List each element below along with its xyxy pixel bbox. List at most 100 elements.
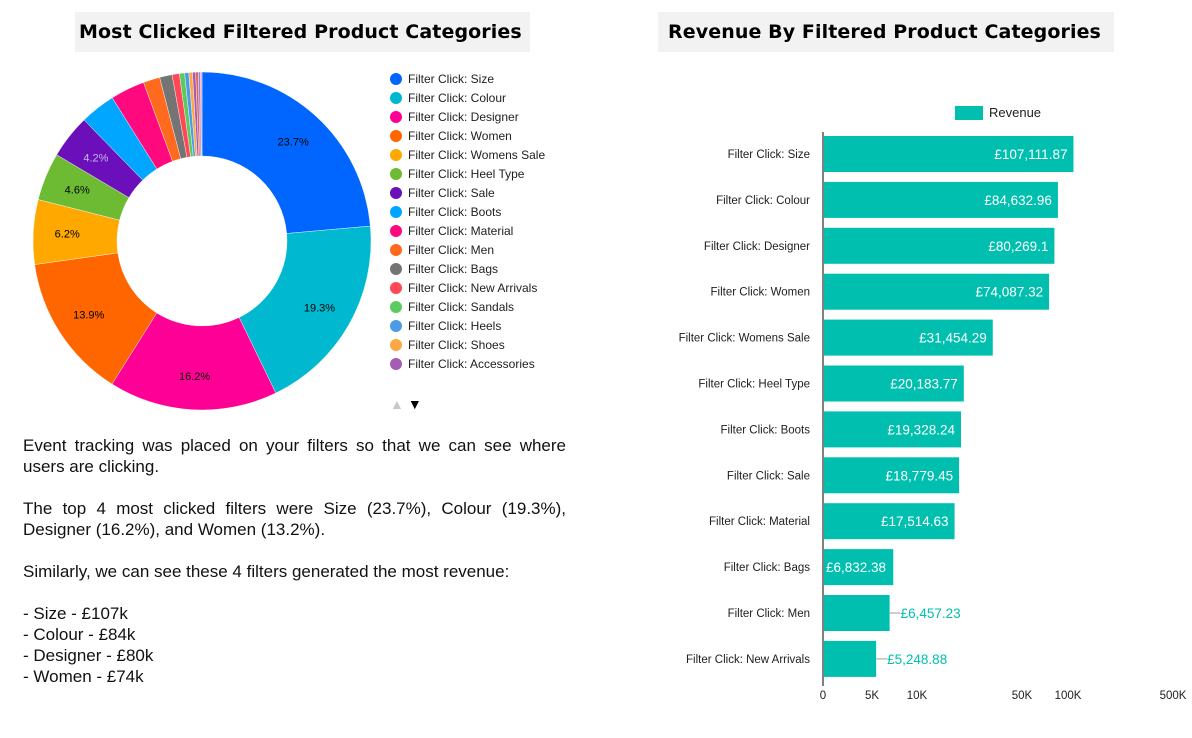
category-label: Filter Click: Womens Sale <box>679 333 810 345</box>
bar[interactable] <box>824 457 960 494</box>
legend-item[interactable]: Filter Click: Heel Type <box>390 164 545 183</box>
legend-item[interactable]: Filter Click: Bags <box>390 259 545 278</box>
insight-paragraph-1: Event tracking was placed on your filter… <box>23 436 566 476</box>
legend-item[interactable]: Filter Click: Designer <box>390 107 545 126</box>
pie-slice-label: 13.9% <box>73 309 104 321</box>
pie-slice-label: 6.2% <box>55 229 80 241</box>
legend-item[interactable]: Filter Click: Material <box>390 221 545 240</box>
category-label: Filter Click: Boots <box>721 424 811 436</box>
legend-dot-icon <box>390 319 402 332</box>
legend-dot-icon <box>390 243 402 256</box>
legend-item[interactable]: Filter Click: Sale <box>390 183 545 202</box>
legend-label: Filter Click: Bags <box>408 261 499 276</box>
category-label: Filter Click: Material <box>709 516 810 528</box>
legend-dot-icon <box>390 262 402 275</box>
bar-value-label: £17,514.63 <box>881 514 949 529</box>
category-label: Filter Click: Colour <box>716 195 810 207</box>
legend-dot-icon <box>390 205 402 218</box>
pie-legend: Filter Click: Size Filter Click: Colour Fi… <box>390 69 545 373</box>
legend-dot-icon <box>390 129 402 142</box>
pie-slice[interactable] <box>200 71 203 157</box>
legend-page-up-icon[interactable]: ▲ <box>390 396 404 412</box>
legend-item[interactable]: Filter Click: Sandals <box>390 297 545 316</box>
bar[interactable] <box>824 136 1074 172</box>
category-label: Filter Click: Women <box>711 287 810 299</box>
legend-item[interactable]: Filter Click: Men <box>390 240 545 259</box>
bar-value-label: £19,328.24 <box>887 422 955 437</box>
bar[interactable] <box>824 640 877 677</box>
pie-chart-title-text: Most Clicked Filtered Product Categories <box>79 21 522 43</box>
bar[interactable] <box>824 181 1058 218</box>
legend-item[interactable]: Filter Click: Accessories <box>390 354 545 373</box>
insight-paragraph-3: Similarly, we can see these 4 filters ge… <box>23 562 510 581</box>
category-label: Filter Click: Heel Type <box>698 379 810 391</box>
bar-value-label: £74,087.32 <box>976 285 1044 300</box>
legend-dot-icon <box>390 357 402 370</box>
revenue-list-item: - Colour - £84k <box>23 625 136 644</box>
legend-dot-icon <box>390 186 402 199</box>
bar-legend: Revenue <box>955 105 1041 120</box>
x-tick-label: 500K <box>1160 690 1187 702</box>
legend-item[interactable]: Filter Click: New Arrivals <box>390 278 545 297</box>
legend-label: Filter Click: New Arrivals <box>408 280 538 295</box>
legend-label: Filter Click: Designer <box>408 109 519 124</box>
bar[interactable] <box>824 273 1050 310</box>
legend-label: Filter Click: Accessories <box>408 356 535 371</box>
legend-label: Filter Click: Men <box>408 242 495 257</box>
insight-paragraph-2: The top 4 most clicked filters were Size… <box>23 499 566 539</box>
x-tick-label: 50K <box>1012 690 1033 702</box>
bar[interactable] <box>824 595 890 631</box>
legend-label: Filter Click: Sandals <box>408 299 515 314</box>
revenue-list-item: - Women - £74k <box>23 667 144 686</box>
bar-value-label: £20,183.77 <box>890 377 958 392</box>
legend-label: Filter Click: Colour <box>408 90 507 105</box>
legend-item[interactable]: Filter Click: Heels <box>390 316 545 335</box>
bar-chart-title-text: Revenue By Filtered Product Categories <box>668 21 1101 43</box>
pie-slice-label: 23.7% <box>278 136 309 148</box>
x-tick-label: 5K <box>865 690 879 702</box>
bar-value-label: £80,269.1 <box>988 239 1048 254</box>
legend-dot-icon <box>390 110 402 123</box>
legend-dot-icon <box>390 338 402 351</box>
x-tick-label: 10K <box>907 690 928 702</box>
revenue-legend-label: Revenue <box>989 105 1042 120</box>
pie-slice-label: 4.6% <box>65 184 90 196</box>
legend-item[interactable]: Filter Click: Women <box>390 126 545 145</box>
bar[interactable] <box>824 319 993 356</box>
bar-value-label: £6,457.23 <box>901 606 961 621</box>
legend-label: Filter Click: Heel Type <box>408 166 525 181</box>
insights-text: Event tracking was placed on your filter… <box>23 435 566 687</box>
revenue-legend-swatch <box>955 105 983 120</box>
x-tick-label: 100K <box>1055 690 1082 702</box>
legend-pager: ▲ ▼ <box>390 396 422 412</box>
legend-page-down-icon[interactable]: ▼ <box>407 396 422 412</box>
pie-slice[interactable] <box>201 71 371 234</box>
legend-label: Filter Click: Womens Sale <box>408 147 546 162</box>
pie-slice-label: 4.2% <box>83 152 108 164</box>
bar[interactable] <box>824 549 894 586</box>
legend-label: Filter Click: Size <box>408 71 495 86</box>
bar[interactable] <box>824 227 1055 264</box>
bar-value-label: £5,248.88 <box>887 652 947 667</box>
bar[interactable] <box>824 411 961 448</box>
pie-slice[interactable] <box>238 225 372 394</box>
bar[interactable] <box>824 365 964 402</box>
category-label: Filter Click: Sale <box>727 470 810 482</box>
legend-dot-icon <box>390 300 402 313</box>
category-label: Filter Click: New Arrivals <box>686 654 810 666</box>
legend-dot-icon <box>390 72 402 85</box>
bar-value-label: £6,832.38 <box>826 560 886 575</box>
legend-item[interactable]: Filter Click: Womens Sale <box>390 145 545 164</box>
legend-item[interactable]: Filter Click: Size <box>390 69 545 88</box>
legend-item[interactable]: Filter Click: Boots <box>390 202 545 221</box>
legend-dot-icon <box>390 91 402 104</box>
bar[interactable] <box>824 503 955 540</box>
donut-chart: 23.7% 19.3% 16.2% 13.9% 6.2% 4.6% 4.2% <box>32 71 372 411</box>
category-label: Filter Click: Men <box>728 608 810 620</box>
x-tick-label: 0 <box>820 690 826 702</box>
revenue-list-item: - Size - £107k <box>23 604 128 623</box>
legend-item[interactable]: Filter Click: Colour <box>390 88 545 107</box>
legend-item[interactable]: Filter Click: Shoes <box>390 335 545 354</box>
legend-dot-icon <box>390 224 402 237</box>
category-label: Filter Click: Size <box>728 149 810 161</box>
